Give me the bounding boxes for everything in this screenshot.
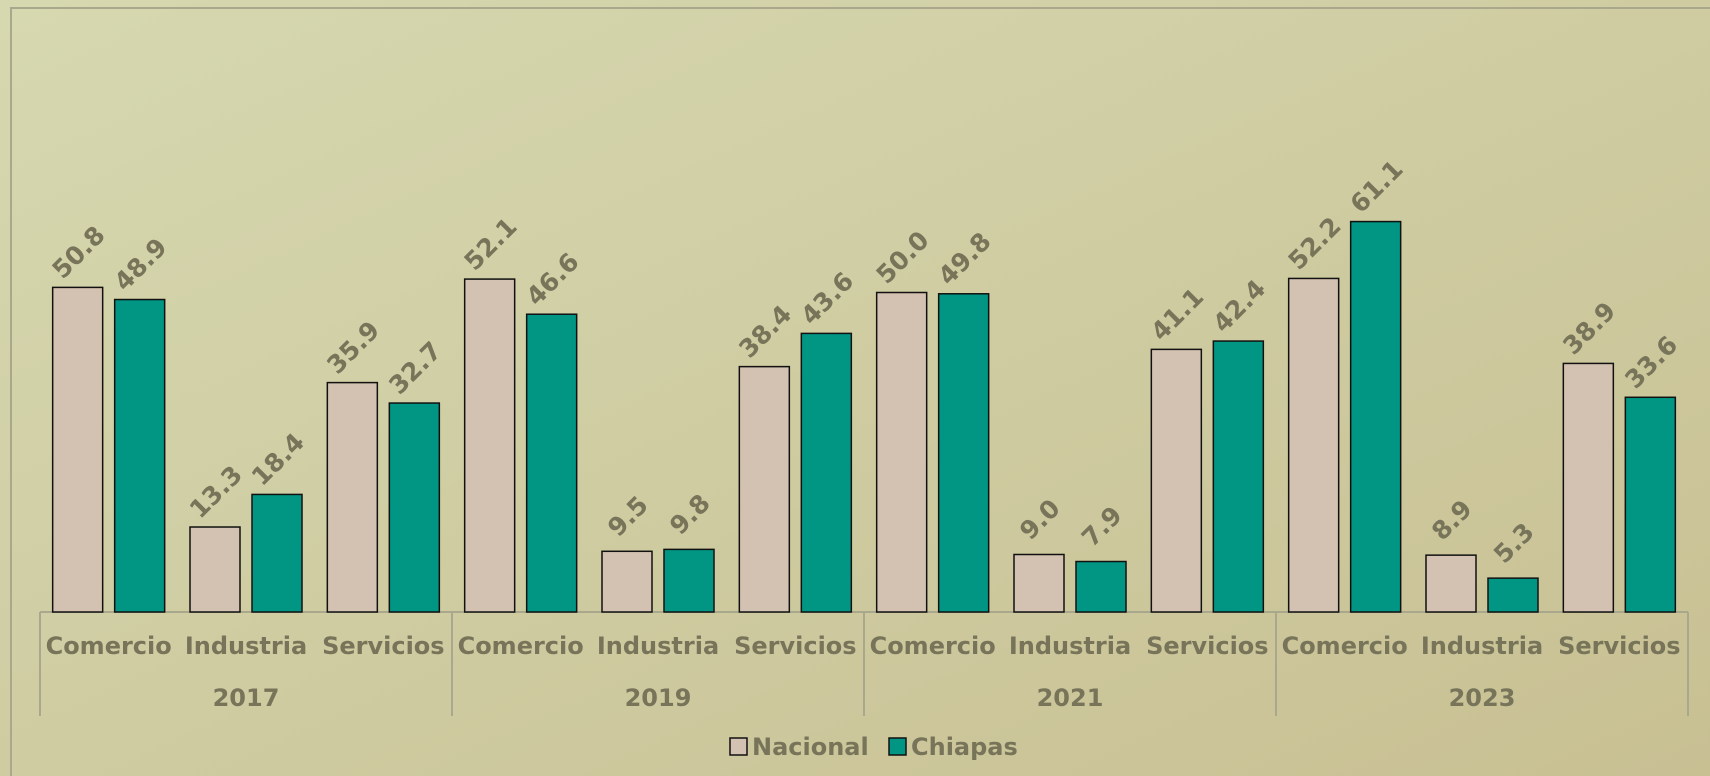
legend-label: Chiapas xyxy=(911,733,1018,761)
bar xyxy=(189,526,241,613)
bar xyxy=(875,291,928,613)
bar xyxy=(1487,577,1539,613)
x-tick-label: Comercio xyxy=(458,632,584,660)
x-tick-label: Servicios xyxy=(1146,632,1269,660)
bar xyxy=(663,548,715,613)
legend-swatch xyxy=(729,737,748,756)
bar xyxy=(1425,554,1477,613)
bar xyxy=(738,365,791,613)
bar xyxy=(1562,362,1615,613)
legend-label: Nacional xyxy=(752,733,869,761)
bar xyxy=(51,286,104,613)
bar xyxy=(326,381,379,613)
x-tick-label: Comercio xyxy=(46,632,172,660)
bar xyxy=(1013,553,1065,613)
bar xyxy=(1150,348,1203,613)
bar xyxy=(525,313,578,613)
bar xyxy=(1212,340,1265,613)
x-tick-label: Comercio xyxy=(870,632,996,660)
bar xyxy=(251,493,303,613)
group-label: 2017 xyxy=(213,684,280,712)
x-tick-label: Servicios xyxy=(1558,632,1681,660)
bar xyxy=(1349,220,1402,613)
bar xyxy=(1075,560,1127,613)
x-tick-label: Industria xyxy=(185,632,307,660)
group-label: 2021 xyxy=(1037,684,1104,712)
chart-frame xyxy=(10,7,1710,776)
bar xyxy=(800,332,853,613)
x-tick-label: Industria xyxy=(1009,632,1131,660)
group-label: 2019 xyxy=(625,684,692,712)
bar xyxy=(388,402,441,613)
bar xyxy=(601,550,653,613)
legend-swatch xyxy=(888,737,907,756)
bar xyxy=(463,278,516,613)
x-tick-label: Comercio xyxy=(1282,632,1408,660)
bar xyxy=(113,298,166,613)
group-label: 2023 xyxy=(1449,684,1516,712)
bar xyxy=(1624,396,1677,613)
x-tick-label: Industria xyxy=(597,632,719,660)
bar xyxy=(1287,277,1340,613)
x-tick-label: Servicios xyxy=(734,632,857,660)
x-tick-label: Servicios xyxy=(322,632,445,660)
bar xyxy=(937,293,990,613)
x-tick-label: Industria xyxy=(1421,632,1543,660)
